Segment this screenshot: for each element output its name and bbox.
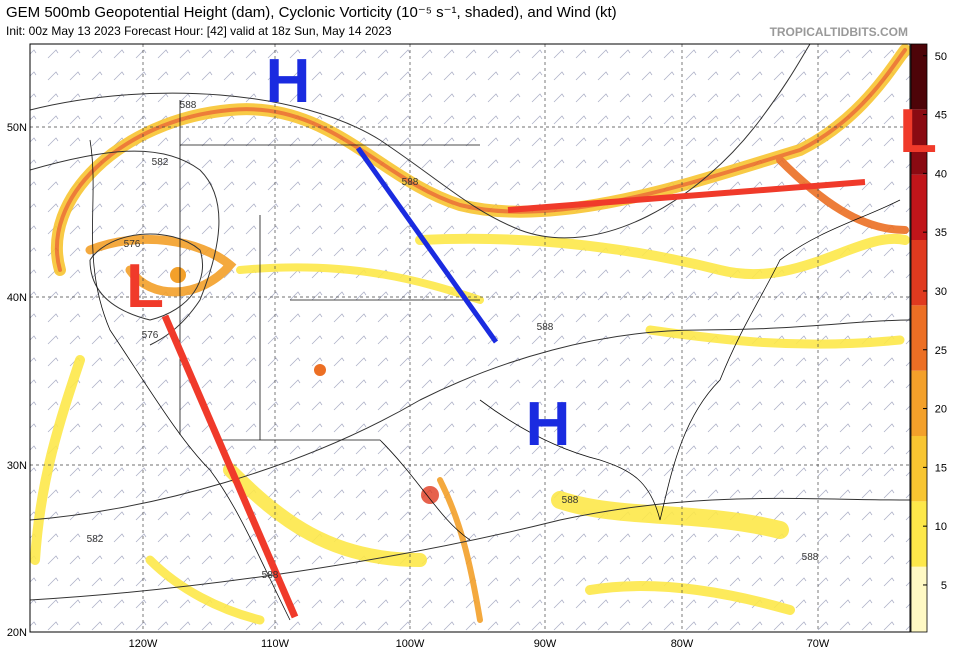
colorbar-tick-label: 45 <box>935 110 947 122</box>
lon-label: 70W <box>807 638 830 650</box>
colorbar-swatch <box>911 174 927 240</box>
contour-label: 576 <box>142 330 159 341</box>
colorbar-swatch <box>911 44 927 110</box>
colorbar-tick-label: 15 <box>935 462 947 474</box>
colorbar-tick-label: 25 <box>935 345 947 357</box>
colorbar-swatch <box>911 566 927 632</box>
lat-label: 50N <box>7 122 27 134</box>
contour-label: 588 <box>262 570 279 581</box>
contour-label: 588 <box>180 100 197 111</box>
lon-label: 90W <box>534 638 557 650</box>
contour-label: 588 <box>537 322 554 333</box>
pressure-center: H <box>526 390 571 459</box>
contour-label: 576 <box>124 239 141 250</box>
colorbar-swatch <box>911 436 927 502</box>
colorbar-tick-label: 5 <box>941 580 947 592</box>
colorbar-tick-label: 40 <box>935 168 947 180</box>
pressure-center: L <box>126 252 164 321</box>
colorbar-swatch <box>911 305 927 371</box>
lon-label: 120W <box>129 638 158 650</box>
contour-label: 582 <box>152 157 169 168</box>
colorbar-frame <box>910 43 928 633</box>
title: GEM 500mb Geopotential Height (dam), Cyc… <box>6 4 617 21</box>
contour-label: 588 <box>802 552 819 563</box>
lat-label: 40N <box>7 292 27 304</box>
site-name: TROPICALTIDBITS.COM <box>770 25 908 39</box>
colorbar-swatch <box>911 109 927 175</box>
colorbar-tick-label: 20 <box>935 404 947 416</box>
colorbar-swatch <box>911 501 927 567</box>
pressure-center: L <box>899 97 937 166</box>
colorbar-swatch <box>911 370 927 436</box>
lat-label: 20N <box>7 627 27 639</box>
colorbar-tick-label: 35 <box>935 227 947 239</box>
lat-label: 30N <box>7 460 27 472</box>
contour-label: 588 <box>402 177 419 188</box>
lon-label: 100W <box>396 638 425 650</box>
map-frame <box>29 43 911 633</box>
subtitle: Init: 00z May 13 2023 Forecast Hour: [42… <box>6 24 392 38</box>
colorbar-swatch <box>911 240 927 306</box>
pressure-center: H <box>266 47 311 116</box>
colorbar-tick-label: 50 <box>935 51 947 63</box>
colorbar-tick-label: 30 <box>935 286 947 298</box>
lon-label: 80W <box>671 638 694 650</box>
colorbar-tick-label: 10 <box>935 521 947 533</box>
contour-label: 582 <box>87 534 104 545</box>
lon-label: 110W <box>261 638 290 650</box>
map-area: 588 582 576 576 588 588 588 582 588 588 <box>30 44 910 632</box>
contour-label: 588 <box>562 495 579 506</box>
